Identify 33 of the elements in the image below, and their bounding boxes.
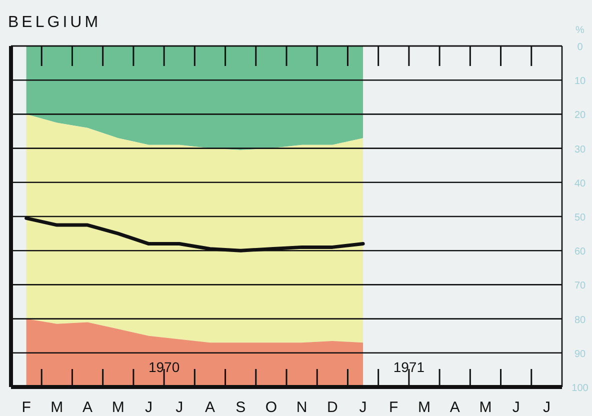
y-tick-label: 10 xyxy=(574,76,586,88)
x-tick-label: J xyxy=(145,399,152,416)
annotation: 1971 xyxy=(393,359,425,375)
y-tick-label: 20 xyxy=(574,110,586,122)
x-tick-label: J xyxy=(542,399,550,416)
x-tick-label: J xyxy=(176,399,184,416)
x-tick-label: A xyxy=(82,399,93,416)
x-tick-label: S xyxy=(236,399,246,416)
x-tick-label: M xyxy=(112,399,124,416)
y-tick-label: 100 xyxy=(572,383,589,394)
x-tick-label: A xyxy=(450,399,460,416)
x-tick-label: J xyxy=(512,399,520,416)
x-tick-label: F xyxy=(389,399,398,416)
y-tick-label: 40 xyxy=(574,178,586,190)
y-tick-label: 90 xyxy=(574,348,586,360)
x-tick-label: M xyxy=(50,399,64,416)
y-tick-label: 60 xyxy=(574,246,586,258)
x-tick-label: A xyxy=(204,399,215,416)
x-tick-label: O xyxy=(265,399,278,416)
x-tick-label: D xyxy=(326,399,338,416)
y-tick-label: 50 xyxy=(574,212,586,224)
x-tick-label: M xyxy=(418,399,430,416)
x-tick-label: N xyxy=(296,399,308,416)
annotation: 1970 xyxy=(148,359,180,375)
y-axis-title: % xyxy=(576,25,585,36)
x-tick-label: J xyxy=(359,399,367,416)
x-tick-label: M xyxy=(479,399,492,416)
y-tick-label: 80 xyxy=(574,314,586,326)
y-tick-label: 0 xyxy=(577,42,584,53)
y-tick-label: 70 xyxy=(574,280,586,292)
y-tick-label: 30 xyxy=(574,144,586,156)
chart-title: BELGIUM xyxy=(8,14,102,31)
x-tick-label: F xyxy=(22,399,31,416)
